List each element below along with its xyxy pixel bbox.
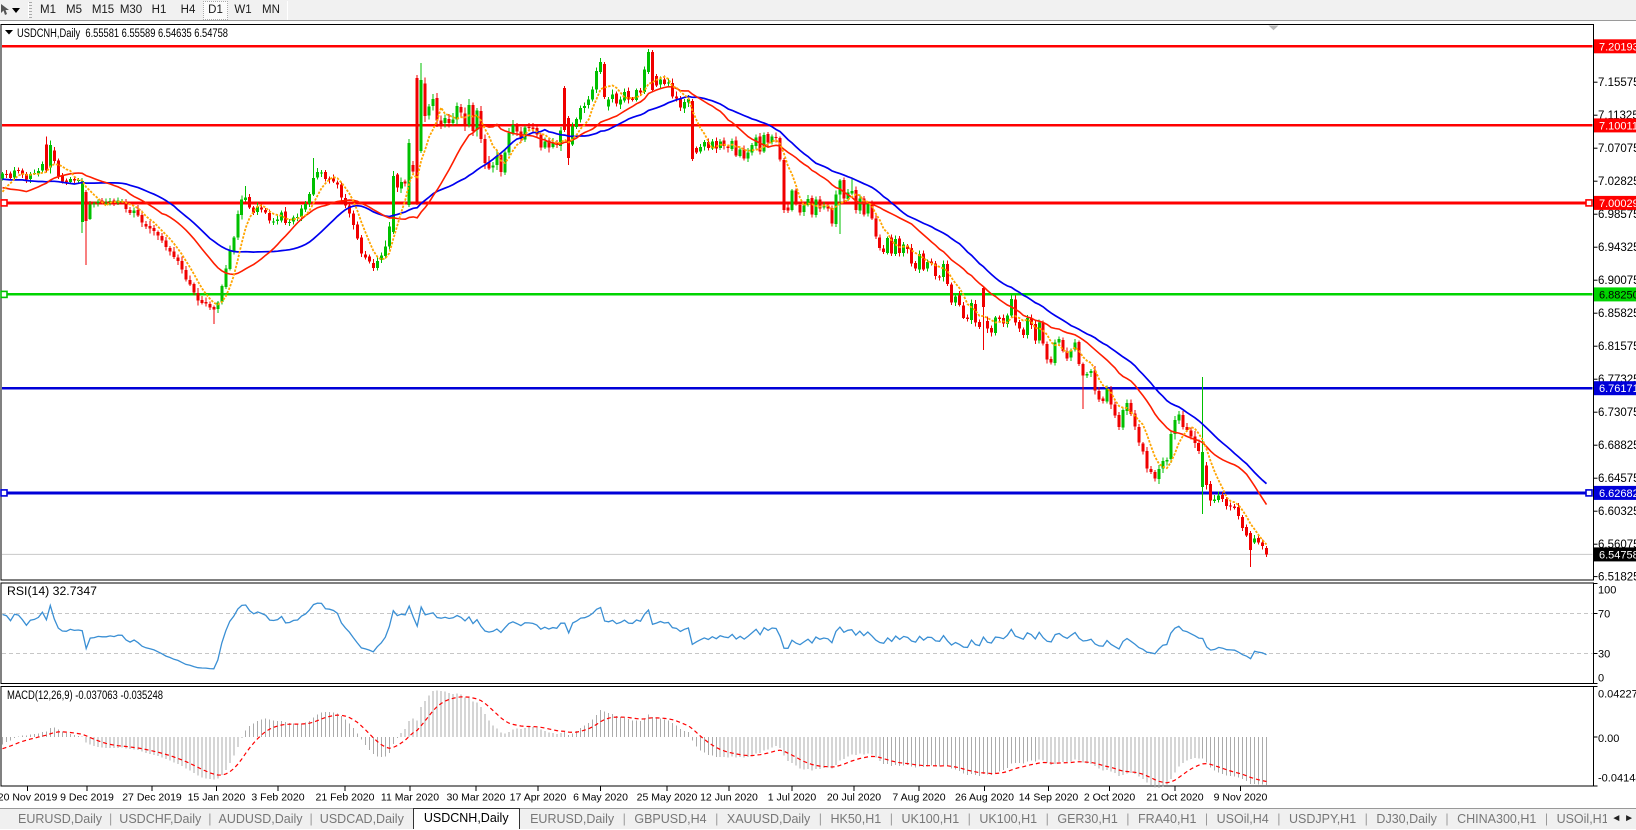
svg-text:6.68825: 6.68825 — [1598, 440, 1636, 452]
svg-text:6.76171: 6.76171 — [1599, 383, 1636, 395]
svg-text:11 Mar 2020: 11 Mar 2020 — [381, 792, 439, 804]
svg-text:17 Apr 2020: 17 Apr 2020 — [510, 792, 567, 804]
svg-text:7.15575: 7.15575 — [1598, 77, 1636, 89]
svg-text:70: 70 — [1598, 609, 1610, 621]
svg-text:6.62682: 6.62682 — [1599, 488, 1636, 500]
svg-text:30: 30 — [1598, 649, 1610, 661]
svg-text:RSI(14) 32.7347: RSI(14) 32.7347 — [7, 586, 97, 598]
svg-text:7 Aug 2020: 7 Aug 2020 — [892, 792, 945, 804]
svg-text:0.00: 0.00 — [1598, 733, 1619, 745]
svg-text:0.042275: 0.042275 — [1598, 689, 1636, 701]
svg-text:6.81575: 6.81575 — [1598, 341, 1636, 353]
svg-text:7.07075: 7.07075 — [1598, 143, 1636, 155]
svg-text:6.85825: 6.85825 — [1598, 308, 1636, 320]
svg-text:12 Jun 2020: 12 Jun 2020 — [700, 792, 758, 804]
svg-text:21 Oct 2020: 21 Oct 2020 — [1146, 792, 1203, 804]
svg-text:2 Oct 2020: 2 Oct 2020 — [1084, 792, 1136, 804]
svg-text:100: 100 — [1598, 585, 1616, 597]
svg-text:26 Aug 2020: 26 Aug 2020 — [955, 792, 1014, 804]
svg-text:0: 0 — [1598, 673, 1604, 685]
svg-text:9 Dec 2019: 9 Dec 2019 — [60, 792, 114, 804]
svg-text:21 Feb 2020: 21 Feb 2020 — [316, 792, 375, 804]
svg-text:20 Nov 2019: 20 Nov 2019 — [0, 792, 57, 804]
svg-text:1 Jul 2020: 1 Jul 2020 — [768, 792, 817, 804]
svg-text:27 Dec 2019: 27 Dec 2019 — [122, 792, 182, 804]
svg-text:6 May 2020: 6 May 2020 — [573, 792, 628, 804]
svg-text:14 Sep 2020: 14 Sep 2020 — [1019, 792, 1079, 804]
svg-text:6.98575: 6.98575 — [1598, 209, 1636, 221]
svg-text:15 Jan 2020: 15 Jan 2020 — [188, 792, 246, 804]
svg-text:9 Nov 2020: 9 Nov 2020 — [1214, 792, 1268, 804]
svg-text:7.20193: 7.20193 — [1599, 41, 1636, 53]
svg-text:25 May 2020: 25 May 2020 — [637, 792, 698, 804]
svg-text:USDCNH,Daily 6.55581 6.55589: USDCNH,Daily 6.55581 6.55589 6.54635 6.5… — [17, 28, 228, 40]
svg-text:6.51825: 6.51825 — [1598, 572, 1636, 584]
svg-text:7.10011: 7.10011 — [1599, 120, 1636, 132]
svg-text:6.60325: 6.60325 — [1598, 506, 1636, 518]
svg-text:6.64575: 6.64575 — [1598, 473, 1636, 485]
svg-text:20 Jul 2020: 20 Jul 2020 — [827, 792, 881, 804]
svg-text:30 Mar 2020: 30 Mar 2020 — [447, 792, 506, 804]
svg-text:6.94325: 6.94325 — [1598, 242, 1636, 254]
svg-text:6.54758: 6.54758 — [1599, 549, 1636, 561]
svg-text:-0.04148: -0.04148 — [1598, 773, 1636, 785]
svg-text:6.88250: 6.88250 — [1599, 289, 1636, 301]
svg-text:7.02825: 7.02825 — [1598, 176, 1636, 188]
svg-text:6.73075: 6.73075 — [1598, 407, 1636, 419]
svg-text:MACD(12,26,9) -0.037063 -0.035: MACD(12,26,9) -0.037063 -0.035248 — [7, 690, 163, 702]
svg-text:3 Feb 2020: 3 Feb 2020 — [251, 792, 304, 804]
svg-text:6.90075: 6.90075 — [1598, 275, 1636, 287]
svg-text:7.00029: 7.00029 — [1599, 198, 1636, 210]
